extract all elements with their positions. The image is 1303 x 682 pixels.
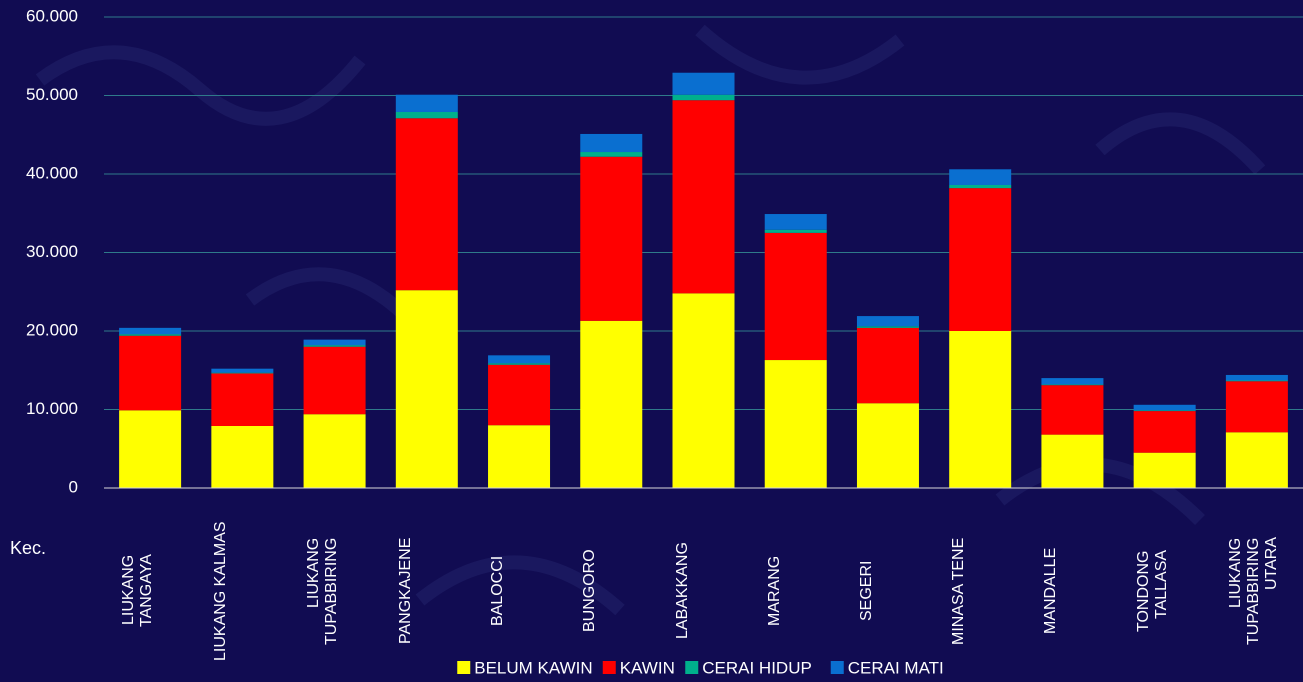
bar-segment xyxy=(119,410,182,488)
bar-segment xyxy=(211,368,274,373)
bar-segment xyxy=(211,373,274,426)
bar-segment xyxy=(488,425,551,488)
y-tick-label: 10.000 xyxy=(26,399,78,418)
bar-segment xyxy=(119,335,182,411)
x-tick-label: TONDONG TALLASA xyxy=(1134,550,1170,632)
bar-segment xyxy=(1041,434,1104,488)
bar-segment xyxy=(949,188,1012,331)
bar-segment xyxy=(764,214,827,230)
bar-segment xyxy=(303,414,366,488)
legend-label: CERAI MATI xyxy=(848,658,944,677)
bar-segment xyxy=(303,346,366,415)
bar-segment xyxy=(949,184,1012,189)
bar-segment xyxy=(764,360,827,488)
bar-segment xyxy=(1225,432,1288,488)
y-tick-label: 20.000 xyxy=(26,320,78,339)
x-tick-label: LABAKKANG xyxy=(673,542,691,640)
bar-segment xyxy=(1041,384,1104,386)
bar-segment xyxy=(580,133,643,153)
x-tick-label: LIUKANG TUPABBIRING UTARA xyxy=(1226,537,1280,645)
bar-segment xyxy=(1041,385,1104,435)
bar-segment xyxy=(1133,411,1196,453)
bar-segment xyxy=(119,327,182,335)
bar-segment xyxy=(1225,380,1288,382)
legend-label: CERAI HIDUP xyxy=(702,658,812,677)
bar-segment xyxy=(303,339,366,346)
bar-segment xyxy=(856,326,919,328)
legend-label: KAWIN xyxy=(620,658,675,677)
x-axis-label: Kec. xyxy=(10,538,47,558)
x-tick-label: MINASA TENE xyxy=(950,537,968,645)
bar-segment xyxy=(672,293,735,488)
bar-segment xyxy=(672,72,735,95)
x-tick-label: BALOCCI xyxy=(489,555,507,627)
x-tick-label: SEGERI xyxy=(857,560,875,622)
bar-segment xyxy=(949,169,1012,185)
bar-segment xyxy=(1225,374,1288,381)
bar-segment xyxy=(856,316,919,327)
bar-segment xyxy=(395,118,458,291)
bar-segment xyxy=(672,94,735,101)
x-tick-label: LIUKANG TUPABBIRING xyxy=(304,537,340,645)
bar-segment xyxy=(303,345,366,347)
bar-segment xyxy=(1133,404,1196,411)
bar-segment xyxy=(488,364,551,426)
bar-segment xyxy=(764,232,827,361)
bar-segment xyxy=(1133,452,1196,488)
y-tick-label: 40.000 xyxy=(26,163,78,182)
x-tick-label: BUNGORO xyxy=(581,549,599,633)
bar-segment xyxy=(488,355,551,364)
x-tick-label: LIUKANG KALMAS xyxy=(212,521,230,661)
y-tick-label: 0 xyxy=(69,477,78,496)
bar-segment xyxy=(119,334,182,336)
bar-segment xyxy=(395,111,458,119)
y-tick-label: 60.000 xyxy=(26,6,78,25)
bar-segment xyxy=(580,152,643,157)
x-tick-label: MARANG xyxy=(765,555,783,627)
bar-segment xyxy=(211,425,274,488)
y-tick-label: 50.000 xyxy=(26,85,78,104)
legend-swatch xyxy=(830,661,844,674)
legend-swatch xyxy=(457,661,471,674)
bar-segment xyxy=(1225,381,1288,433)
bar-segment xyxy=(764,229,827,233)
bar-segment xyxy=(856,327,919,404)
bar-segment xyxy=(1133,410,1196,412)
bar-segment xyxy=(580,320,643,488)
x-tick-label: PANGKAJENE xyxy=(396,537,414,645)
background-decoration xyxy=(35,24,1266,616)
bar-segment xyxy=(488,363,551,365)
bar-segment xyxy=(211,372,274,374)
bar-segment xyxy=(395,94,458,112)
x-tick-label: MANDALLE xyxy=(1042,547,1060,635)
x-tick-label: LIUKANG TANGAYA xyxy=(120,554,156,628)
legend-swatch xyxy=(685,661,699,674)
bar-segment xyxy=(672,100,735,294)
bar-segment xyxy=(856,403,919,488)
legend-label: BELUM KAWIN xyxy=(474,658,592,677)
bar-segment xyxy=(1041,378,1104,385)
legend-swatch xyxy=(602,661,616,674)
bar-segment xyxy=(949,331,1012,488)
y-tick-label: 30.000 xyxy=(26,242,78,261)
bar-segment xyxy=(395,290,458,488)
bar-segment xyxy=(580,156,643,321)
